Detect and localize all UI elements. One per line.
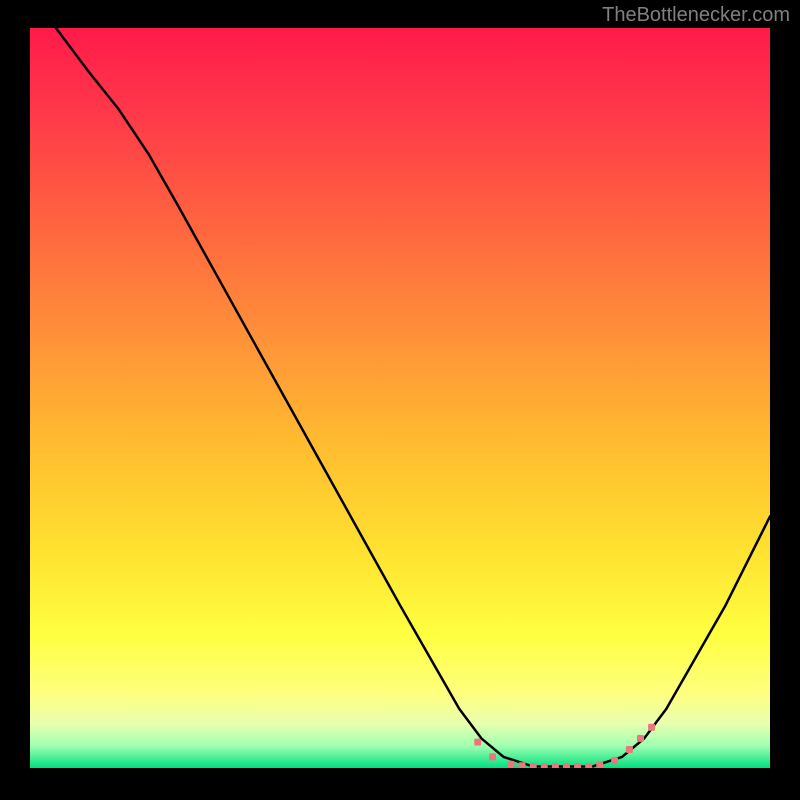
curve-marker — [519, 762, 526, 768]
gradient-background — [30, 28, 770, 768]
curve-marker — [552, 763, 559, 768]
watermark-text: TheBottlenecker.com — [602, 4, 790, 27]
curve-marker — [585, 763, 592, 768]
curve-marker — [474, 739, 481, 746]
curve-marker — [489, 753, 496, 760]
curve-marker — [530, 763, 537, 768]
curve-marker — [563, 763, 570, 768]
curve-marker — [611, 757, 618, 764]
bottleneck-chart — [30, 28, 770, 768]
curve-marker — [541, 763, 548, 768]
chart-container — [30, 28, 770, 768]
curve-marker — [637, 735, 644, 742]
curve-marker — [508, 761, 515, 768]
curve-marker — [648, 724, 655, 731]
curve-marker — [626, 746, 633, 753]
curve-marker — [574, 763, 581, 768]
curve-marker — [596, 762, 603, 768]
